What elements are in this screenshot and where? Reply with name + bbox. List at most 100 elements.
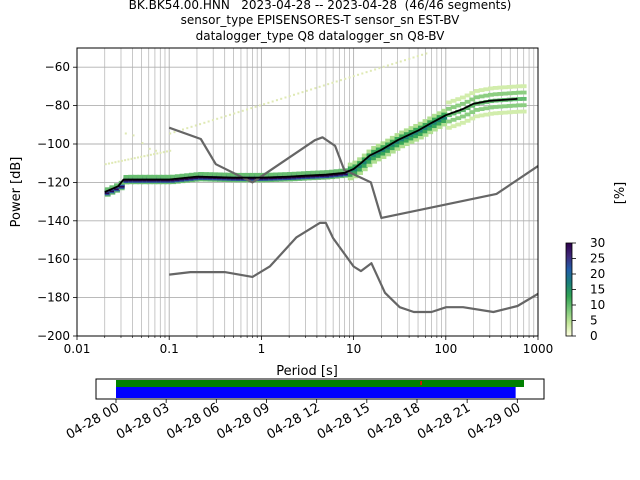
- heatmap-cell: [371, 156, 378, 161]
- heatmap-cell: [130, 157, 133, 160]
- heatmap-cell: [141, 142, 144, 145]
- heatmap-cell: [427, 116, 434, 121]
- heatmap-cell: [186, 127, 189, 130]
- heatmap-cell: [394, 140, 401, 144]
- heatmap-cell: [422, 132, 429, 137]
- heatmap-cell: [375, 154, 382, 158]
- heatmap-cell: [273, 172, 279, 177]
- heatmap-cell: [357, 171, 364, 175]
- heatmap-cell: [287, 172, 293, 176]
- heatmap-cell: [366, 159, 373, 164]
- heatmap-cell: [212, 172, 219, 177]
- heatmap-cell: [114, 161, 117, 164]
- heatmap-cell: [389, 142, 396, 147]
- timeline-tick-label: 04-29 00: [465, 400, 523, 442]
- heatmap-cell: [459, 114, 466, 119]
- heatmap-cell: [329, 169, 335, 174]
- heatmap-cell: [347, 172, 354, 177]
- heatmap-cell: [474, 114, 480, 119]
- heatmap-cell: [417, 132, 424, 136]
- timeline-tick-label: 04-28 00: [64, 400, 122, 442]
- heatmap-cell: [128, 174, 134, 179]
- heatmap-cell: [365, 71, 368, 74]
- heatmap-cell: [506, 110, 513, 115]
- heatmap-cell: [422, 122, 429, 127]
- heatmap-cell: [193, 172, 200, 177]
- heatmap-cell: [104, 187, 111, 192]
- heatmap-cell: [394, 143, 401, 148]
- heatmap-cell: [165, 150, 168, 153]
- heatmap-cell: [464, 106, 471, 111]
- heatmap-cell: [450, 124, 457, 129]
- heatmap-cell: [450, 98, 457, 103]
- heatmap-cell: [226, 172, 233, 177]
- heatmap-cell: [502, 104, 508, 109]
- heatmap-cell: [277, 172, 284, 177]
- heatmap-cell: [391, 63, 394, 66]
- heatmap-cell: [492, 111, 499, 116]
- heatmap-cell: [385, 142, 392, 146]
- heatmap-cell: [378, 67, 381, 70]
- heatmap-cell: [506, 91, 513, 96]
- heatmap-cell: [124, 132, 127, 135]
- heatmap-cell: [314, 87, 317, 90]
- x-tick-label: 10: [346, 342, 361, 356]
- heatmap-cell: [483, 87, 490, 92]
- heatmap-cell: [478, 107, 485, 112]
- heatmap-cell: [399, 137, 406, 142]
- heatmap-cell: [220, 116, 223, 119]
- heatmap-cell: [497, 111, 504, 115]
- heatmap-cell: [441, 108, 448, 113]
- heatmap-cell: [417, 125, 424, 130]
- heatmap-cell: [258, 104, 261, 107]
- heatmap-cell: [459, 108, 466, 113]
- heatmap-cell: [148, 147, 151, 150]
- heatmap-cell: [375, 150, 382, 155]
- heatmap-cell: [207, 120, 210, 123]
- heatmap-cell: [233, 112, 236, 115]
- heatmap-cell: [156, 174, 163, 179]
- heatmap-cell: [441, 115, 448, 120]
- heatmap-cell: [441, 112, 448, 117]
- y-tick-label: −120: [37, 175, 70, 189]
- heatmap-cell: [133, 157, 136, 160]
- heatmap-cell: [170, 174, 177, 179]
- heatmap-cell: [202, 172, 209, 176]
- heatmap-cell: [385, 152, 392, 157]
- mode-line: [104, 98, 518, 193]
- heatmap-cell: [310, 170, 317, 175]
- heatmap-cell: [502, 91, 508, 96]
- timeline-tick-label: 04-28 09: [214, 400, 272, 442]
- heatmap-cell: [268, 172, 275, 177]
- heatmap-cell: [403, 135, 410, 140]
- psd-coverage-bar: [116, 387, 516, 398]
- heatmap-cell: [399, 140, 406, 145]
- heatmap-cell: [431, 113, 438, 118]
- heatmap-cell: [380, 155, 387, 160]
- data-coverage-bar: [116, 380, 524, 387]
- heatmap-cell: [230, 172, 237, 177]
- nlnm-line: [169, 221, 538, 314]
- heatmap-cell: [469, 91, 476, 96]
- colorbar-tick-label: 0: [590, 329, 598, 343]
- heatmap-cell: [511, 103, 518, 108]
- heatmap-cell: [478, 113, 485, 118]
- heatmap-cell: [344, 77, 347, 80]
- heatmap-cell: [310, 88, 313, 91]
- heatmap-cell: [380, 144, 387, 149]
- heatmap-cell: [497, 85, 504, 90]
- heatmap-cell: [280, 97, 283, 100]
- heatmap-cell: [159, 151, 162, 154]
- heatmap-cell: [413, 123, 420, 128]
- y-tick-label: −200: [37, 329, 70, 343]
- heatmap-cell: [385, 149, 392, 153]
- heatmap-cell: [107, 162, 110, 165]
- heatmap-cell: [474, 95, 480, 100]
- heatmap-cell: [417, 128, 424, 133]
- heatmap-cell: [179, 173, 186, 178]
- heatmap-cell: [413, 127, 420, 132]
- heatmap-cell: [371, 146, 378, 150]
- heatmap-cell: [162, 151, 165, 154]
- heatmap-cell: [382, 65, 385, 68]
